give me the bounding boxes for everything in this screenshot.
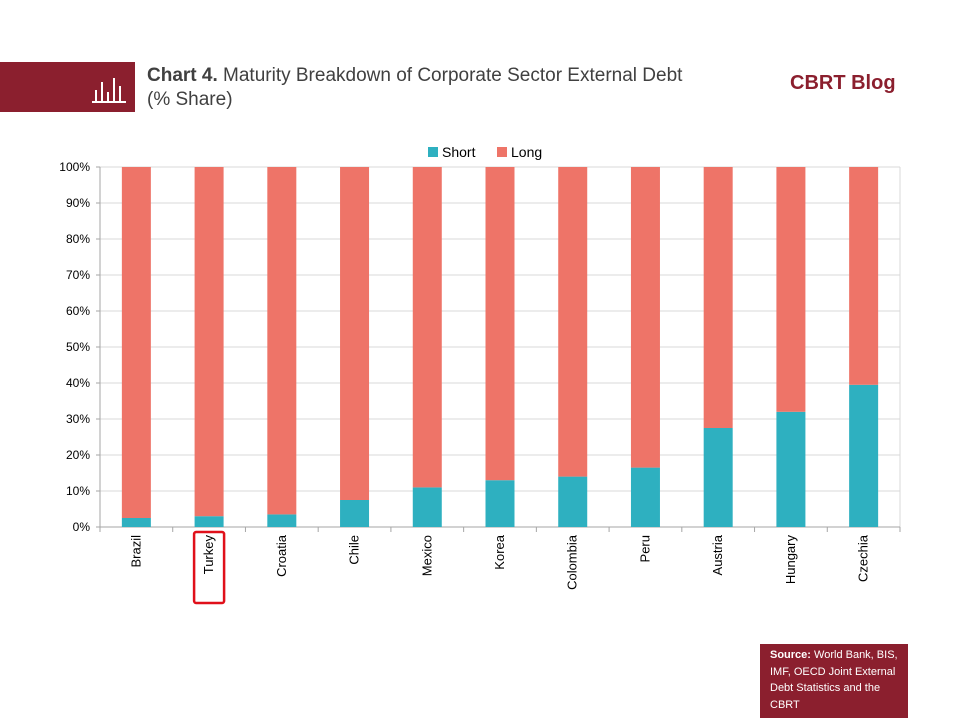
bar-long-turkey	[194, 167, 224, 517]
legend-swatch-short	[428, 147, 438, 157]
y-tick-label: 40%	[66, 376, 90, 390]
bar-long-austria	[703, 167, 733, 428]
bar-long-hungary	[776, 167, 806, 412]
bar-short-korea	[485, 480, 515, 527]
bar-short-czechia	[849, 384, 879, 527]
header-band	[0, 62, 135, 112]
y-tick-label: 30%	[66, 412, 90, 426]
bar-short-chile	[340, 500, 370, 527]
bar-long-peru	[630, 167, 660, 468]
y-tick-label: 10%	[66, 484, 90, 498]
bar-short-hungary	[776, 411, 806, 527]
chart-title-text: Maturity Breakdown of Corporate Sector E…	[147, 65, 683, 110]
chart-title: Chart 4. Maturity Breakdown of Corporate…	[147, 64, 707, 112]
bar-long-colombia	[558, 167, 588, 477]
source-note: Source: World Bank, BIS, IMF, OECD Joint…	[760, 644, 908, 718]
x-tick-label: Colombia	[565, 534, 580, 590]
y-tick-label: 50%	[66, 340, 90, 354]
x-tick-label: Peru	[637, 535, 652, 562]
bar-long-brazil	[121, 167, 151, 518]
legend-label: Long	[511, 144, 542, 160]
x-tick-label: Brazil	[128, 535, 143, 568]
bar-long-korea	[485, 167, 515, 481]
bar-short-colombia	[558, 476, 588, 527]
y-tick-label: 0%	[73, 520, 91, 534]
source-label: Source:	[770, 649, 811, 661]
highlight-box	[192, 530, 226, 605]
x-tick-label: Hungary	[783, 535, 798, 585]
bar-long-croatia	[267, 167, 297, 515]
y-tick-label: 20%	[66, 448, 90, 462]
y-tick-label: 100%	[59, 160, 90, 174]
bar-short-austria	[703, 428, 733, 527]
source-text: World Bank, BIS, IMF, OECD Joint Externa…	[770, 649, 898, 711]
bar-short-turkey	[194, 516, 224, 527]
bar-short-brazil	[121, 518, 151, 527]
x-tick-label: Korea	[492, 534, 507, 569]
bar-long-chile	[340, 167, 370, 500]
y-tick-label: 90%	[66, 196, 90, 210]
bar-short-mexico	[412, 487, 442, 527]
bar-chart-icon	[92, 78, 126, 103]
x-tick-label: Czechia	[856, 534, 871, 582]
x-tick-label: Croatia	[274, 534, 289, 577]
y-tick-label: 80%	[66, 232, 90, 246]
legend-label: Short	[442, 144, 476, 160]
x-tick-label: Austria	[710, 534, 725, 575]
bar-short-croatia	[267, 514, 297, 527]
x-tick-label: Chile	[347, 535, 362, 565]
legend-swatch-long	[497, 147, 507, 157]
brand-logo-text: CBRT Blog	[790, 72, 896, 94]
bar-short-peru	[630, 467, 660, 527]
chart-label: Chart 4.	[147, 65, 218, 86]
x-tick-label: Turkey	[201, 535, 216, 575]
bar-long-mexico	[412, 167, 442, 488]
y-tick-label: 60%	[66, 304, 90, 318]
x-tick-label: Mexico	[419, 535, 434, 576]
bar-long-czechia	[849, 167, 879, 385]
y-tick-label: 70%	[66, 268, 90, 282]
